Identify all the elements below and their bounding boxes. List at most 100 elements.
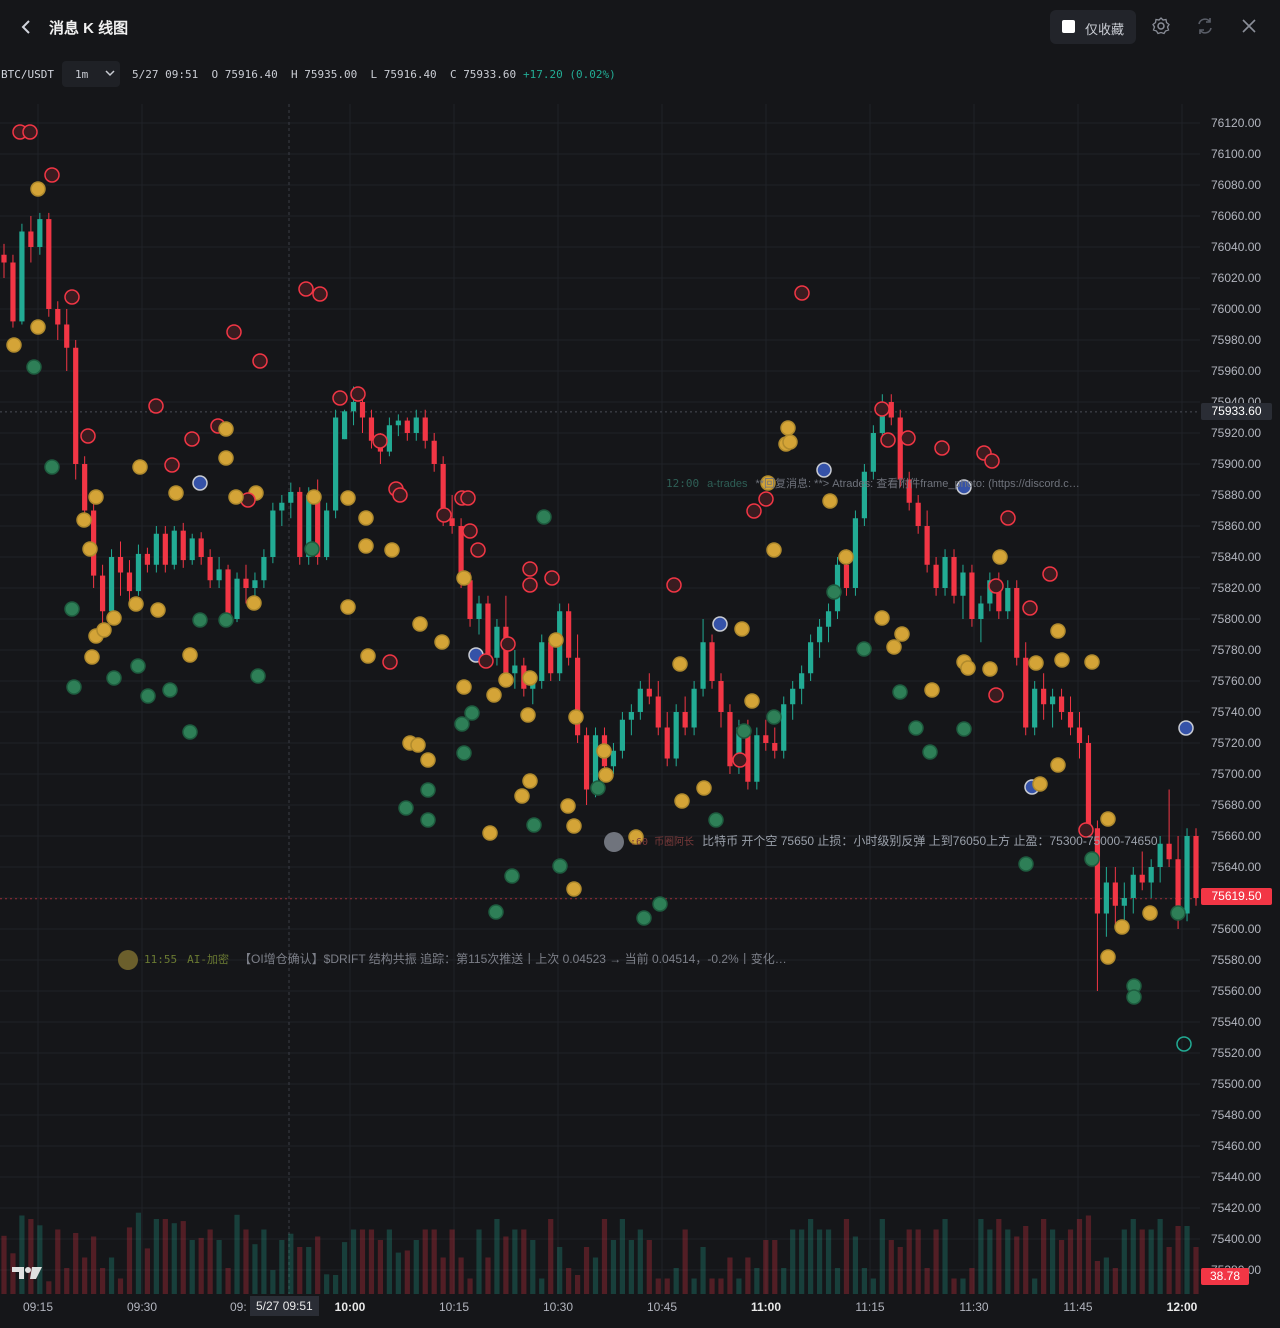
candle-body bbox=[610, 750, 617, 767]
message-marker-icon bbox=[420, 782, 436, 798]
candle-body bbox=[1014, 588, 1020, 658]
message-marker-icon bbox=[358, 538, 374, 554]
y-tick-label: 75460.00 bbox=[1211, 1139, 1261, 1153]
candle-body bbox=[55, 309, 61, 325]
message-marker-icon bbox=[140, 688, 156, 704]
message-marker-icon bbox=[900, 430, 916, 446]
message-marker-icon bbox=[84, 649, 100, 665]
chart-area[interactable]: 76120.00 76100.00 76080.00 76060.00 76040.00… bbox=[0, 104, 1280, 1323]
interval-value: 1m bbox=[75, 68, 89, 81]
volume-bar bbox=[252, 1244, 258, 1294]
message-bubble-btc-short[interactable]: :60 币圈阿长 比特币 开个空 75650 止损：小时级别反弹 上到76050上方… bbox=[604, 832, 1158, 856]
candle-body bbox=[243, 578, 249, 588]
volume-bar bbox=[476, 1229, 482, 1294]
volume-bar bbox=[431, 1229, 437, 1294]
candle-body bbox=[718, 681, 724, 712]
volume-bar bbox=[333, 1275, 339, 1294]
message-marker-icon bbox=[332, 390, 348, 406]
refresh-icon[interactable] bbox=[1195, 16, 1215, 36]
candlestick-chart[interactable]: 76120.00 76100.00 76080.00 76060.00 76040.00… bbox=[0, 104, 1280, 1323]
volume-bar bbox=[996, 1219, 1002, 1294]
message-marker-icon bbox=[246, 595, 262, 611]
candle-body bbox=[933, 564, 939, 588]
candle-body bbox=[700, 642, 706, 689]
candle-body bbox=[1085, 743, 1092, 829]
message-marker-icon bbox=[924, 682, 940, 698]
candle-body bbox=[888, 402, 894, 418]
volume-bar bbox=[924, 1268, 930, 1294]
message-marker-icon bbox=[1084, 851, 1100, 867]
y-tick-label: 75860.00 bbox=[1211, 519, 1261, 533]
y-tick-label: 75880.00 bbox=[1211, 488, 1261, 502]
candle-body bbox=[476, 603, 482, 619]
volume-bar bbox=[1130, 1219, 1136, 1294]
message-marker-icon bbox=[838, 549, 854, 565]
message-marker-icon bbox=[30, 181, 46, 197]
volume-bar bbox=[682, 1229, 688, 1294]
candle-body bbox=[772, 743, 778, 751]
volume-bar bbox=[46, 1281, 52, 1294]
favorites-only-toggle[interactable]: 仅收藏 bbox=[1050, 10, 1136, 44]
message-marker-icon bbox=[64, 289, 80, 305]
candle-body bbox=[745, 727, 751, 782]
volume-bar bbox=[664, 1278, 670, 1294]
gear-icon[interactable] bbox=[1151, 16, 1171, 36]
message-marker-icon bbox=[1126, 989, 1142, 1005]
y-tick-label: 76060.00 bbox=[1211, 209, 1261, 223]
volume-bar bbox=[521, 1229, 527, 1294]
volume-bar bbox=[512, 1229, 518, 1294]
close-icon[interactable] bbox=[1239, 16, 1259, 36]
candle-body bbox=[906, 479, 912, 503]
message-source: AI-加密 bbox=[187, 953, 229, 967]
interval-select[interactable]: 1m bbox=[62, 61, 120, 87]
candle-body bbox=[951, 557, 957, 596]
volume-bar bbox=[691, 1278, 697, 1294]
tradingview-logo[interactable] bbox=[12, 1265, 44, 1286]
candle-body bbox=[108, 557, 115, 612]
volume-bar bbox=[99, 1268, 106, 1294]
close-label: C bbox=[449, 68, 457, 81]
volume-bar bbox=[816, 1229, 823, 1294]
favorites-checkbox[interactable] bbox=[1062, 20, 1075, 33]
message-marker-icon bbox=[312, 286, 328, 302]
chevron-left-icon[interactable] bbox=[16, 14, 38, 40]
volume-bar bbox=[1121, 1229, 1127, 1294]
volume-bar bbox=[566, 1268, 572, 1294]
message-marker-icon bbox=[544, 570, 560, 586]
message-marker-icon bbox=[1042, 566, 1058, 582]
candle-body bbox=[897, 417, 903, 480]
candle-body bbox=[297, 491, 303, 557]
message-marker-icon bbox=[522, 773, 538, 789]
volume-bar bbox=[144, 1248, 150, 1294]
volume-bar bbox=[969, 1268, 975, 1294]
candle-body bbox=[449, 518, 455, 526]
volume-bar bbox=[413, 1240, 419, 1294]
message-marker-icon bbox=[22, 124, 38, 140]
message-marker-icon bbox=[1100, 949, 1116, 965]
candle-body bbox=[234, 578, 240, 619]
message-marker-icon bbox=[340, 599, 356, 615]
message-marker-icon bbox=[82, 541, 98, 557]
candle-body bbox=[861, 471, 867, 519]
volume-bar bbox=[91, 1236, 97, 1294]
message-marker-icon bbox=[228, 489, 244, 505]
crosshair-time-label: 5/27 09:51 bbox=[250, 1296, 319, 1316]
candle-body bbox=[341, 411, 348, 440]
message-marker-icon bbox=[780, 420, 796, 436]
candle-body bbox=[1112, 882, 1118, 906]
message-marker-icon bbox=[960, 660, 976, 676]
message-marker-icon bbox=[80, 428, 96, 444]
message-bubble-ai-crypto[interactable]: 11:55 AI-加密 【OI增仓确认】$DRIFT 结构共振 追踪：第115次推送… bbox=[118, 950, 787, 974]
candle-body bbox=[279, 502, 285, 511]
message-bubble-atrades[interactable]: 12:00 a-trades **回复消息: **> Atrades: 查看附件fr… bbox=[640, 475, 1080, 495]
candle-body bbox=[592, 735, 599, 790]
volume-bar bbox=[915, 1229, 921, 1294]
candle-body bbox=[315, 495, 321, 557]
candle-body bbox=[843, 564, 850, 588]
candle-body bbox=[1103, 882, 1109, 914]
message-marker-icon bbox=[992, 549, 1008, 565]
y-tick-label: 75480.00 bbox=[1211, 1108, 1261, 1122]
volume-bar bbox=[655, 1278, 661, 1294]
message-marker-icon bbox=[182, 724, 198, 740]
volume-bar bbox=[834, 1268, 841, 1294]
